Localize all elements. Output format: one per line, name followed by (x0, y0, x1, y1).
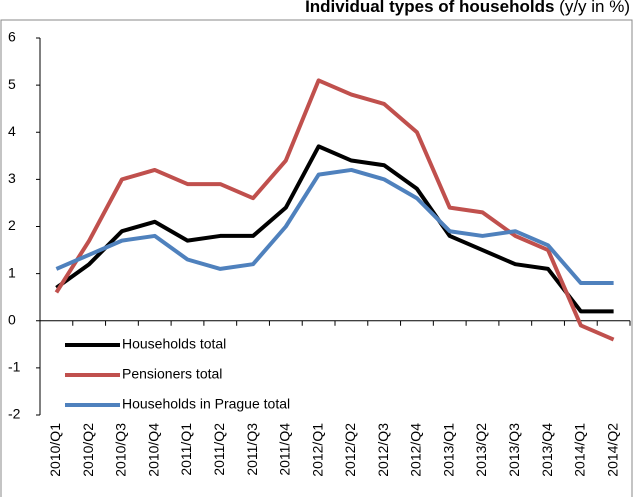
title-main: Individual types of households (305, 0, 554, 16)
x-tick-label: 2012/Q1 (309, 423, 325, 477)
x-tick-label: 2013/Q1 (440, 423, 456, 477)
series-line (55, 167, 614, 286)
y-tick-label: 6 (8, 29, 16, 45)
y-tick-label: 5 (8, 76, 16, 92)
legend-label: Households in Prague total (122, 396, 290, 412)
y-tick-label: 1 (8, 264, 16, 280)
y-tick-label: -1 (8, 359, 21, 375)
x-tick-label: 2011/Q3 (244, 423, 260, 476)
x-tick-label: 2010/Q4 (145, 423, 161, 477)
legend-label: Households total (122, 336, 226, 352)
x-tick-label: 2010/Q3 (113, 423, 129, 477)
x-tick-label: 2012/Q4 (408, 423, 424, 477)
x-tick-label: 2010/Q1 (47, 423, 63, 477)
title-unit: (y/y in %) (559, 0, 630, 16)
x-tick-label: 2011/Q2 (211, 423, 227, 476)
x-tick-label: 2012/Q3 (375, 423, 391, 477)
legend-label: Pensioners total (122, 366, 222, 382)
x-tick-label: 2014/Q2 (604, 423, 620, 477)
x-tick-label: 2010/Q2 (80, 423, 96, 477)
y-tick-label: -2 (8, 406, 21, 422)
y-tick-label: 4 (8, 123, 16, 139)
x-tick-label: 2014/Q1 (572, 423, 588, 477)
series-line (54, 78, 615, 342)
x-tick-label: 2013/Q2 (473, 423, 489, 477)
y-tick-label: 3 (8, 170, 16, 186)
series-line (55, 144, 614, 314)
x-tick-label: 2013/Q3 (506, 423, 522, 477)
x-tick-label: 2013/Q4 (539, 423, 555, 477)
y-tick-label: 0 (8, 311, 16, 327)
chart-title: Individual types of households (y/y in %… (305, 0, 630, 16)
x-tick-label: 2011/Q1 (178, 423, 194, 476)
y-tick-label: 2 (8, 217, 16, 233)
x-tick-label: 2012/Q2 (342, 423, 358, 477)
chart-frame (0, 19, 633, 497)
x-tick-label: 2011/Q4 (277, 423, 293, 476)
